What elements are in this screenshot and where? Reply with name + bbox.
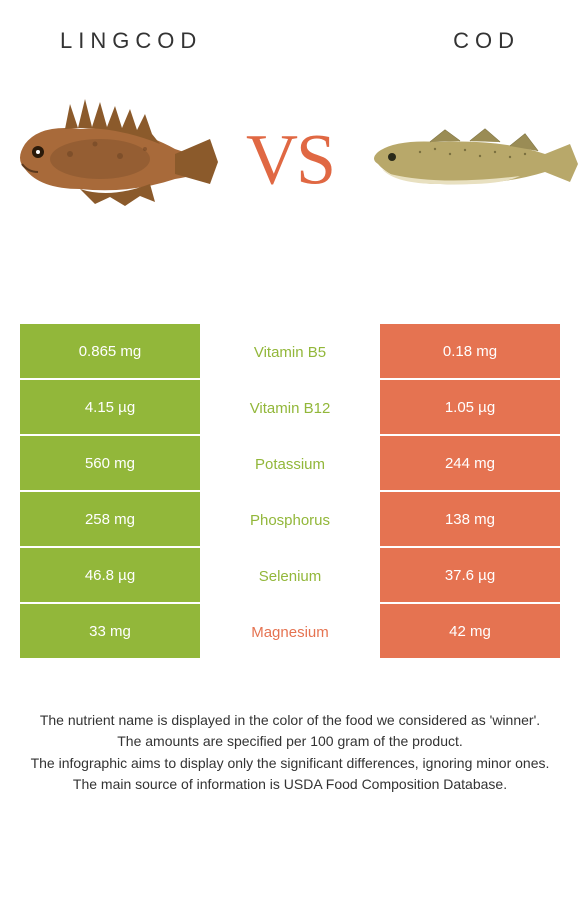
header: LINGCOD COD (0, 0, 580, 54)
footnotes: The nutrient name is displayed in the co… (20, 710, 560, 794)
footnote-line: The infographic aims to display only the… (20, 753, 560, 773)
right-value: 138 mg (380, 492, 560, 548)
nutrient-name: Potassium (200, 436, 380, 492)
right-value: 1.05 µg (380, 380, 560, 436)
cod-image (370, 124, 580, 204)
nutrient-table: 0.865 mgVitamin B50.18 mg4.15 µgVitamin … (20, 324, 560, 660)
right-value: 244 mg (380, 436, 560, 492)
left-value: 258 mg (20, 492, 200, 548)
vs-label: VS (246, 118, 334, 201)
footnote-line: The main source of information is USDA F… (20, 774, 560, 794)
nutrient-name: Selenium (200, 548, 380, 604)
footnote-line: The amounts are specified per 100 gram o… (20, 731, 560, 751)
title-left: LINGCOD (60, 28, 202, 54)
table-row: 560 mgPotassium244 mg (20, 436, 560, 492)
right-value: 42 mg (380, 604, 560, 660)
nutrient-name: Magnesium (200, 604, 380, 660)
right-value: 0.18 mg (380, 324, 560, 380)
lingcod-image (10, 84, 220, 214)
left-value: 46.8 µg (20, 548, 200, 604)
footnote-line: The nutrient name is displayed in the co… (20, 710, 560, 730)
title-right: COD (453, 28, 520, 54)
hero-area: VS (0, 74, 580, 254)
table-row: 258 mgPhosphorus138 mg (20, 492, 560, 548)
left-value: 33 mg (20, 604, 200, 660)
table-row: 0.865 mgVitamin B50.18 mg (20, 324, 560, 380)
nutrient-name: Phosphorus (200, 492, 380, 548)
table-row: 46.8 µgSelenium37.6 µg (20, 548, 560, 604)
nutrient-name: Vitamin B12 (200, 380, 380, 436)
left-value: 0.865 mg (20, 324, 200, 380)
right-value: 37.6 µg (380, 548, 560, 604)
left-value: 560 mg (20, 436, 200, 492)
left-value: 4.15 µg (20, 380, 200, 436)
table-row: 33 mgMagnesium42 mg (20, 604, 560, 660)
nutrient-name: Vitamin B5 (200, 324, 380, 380)
table-row: 4.15 µgVitamin B121.05 µg (20, 380, 560, 436)
